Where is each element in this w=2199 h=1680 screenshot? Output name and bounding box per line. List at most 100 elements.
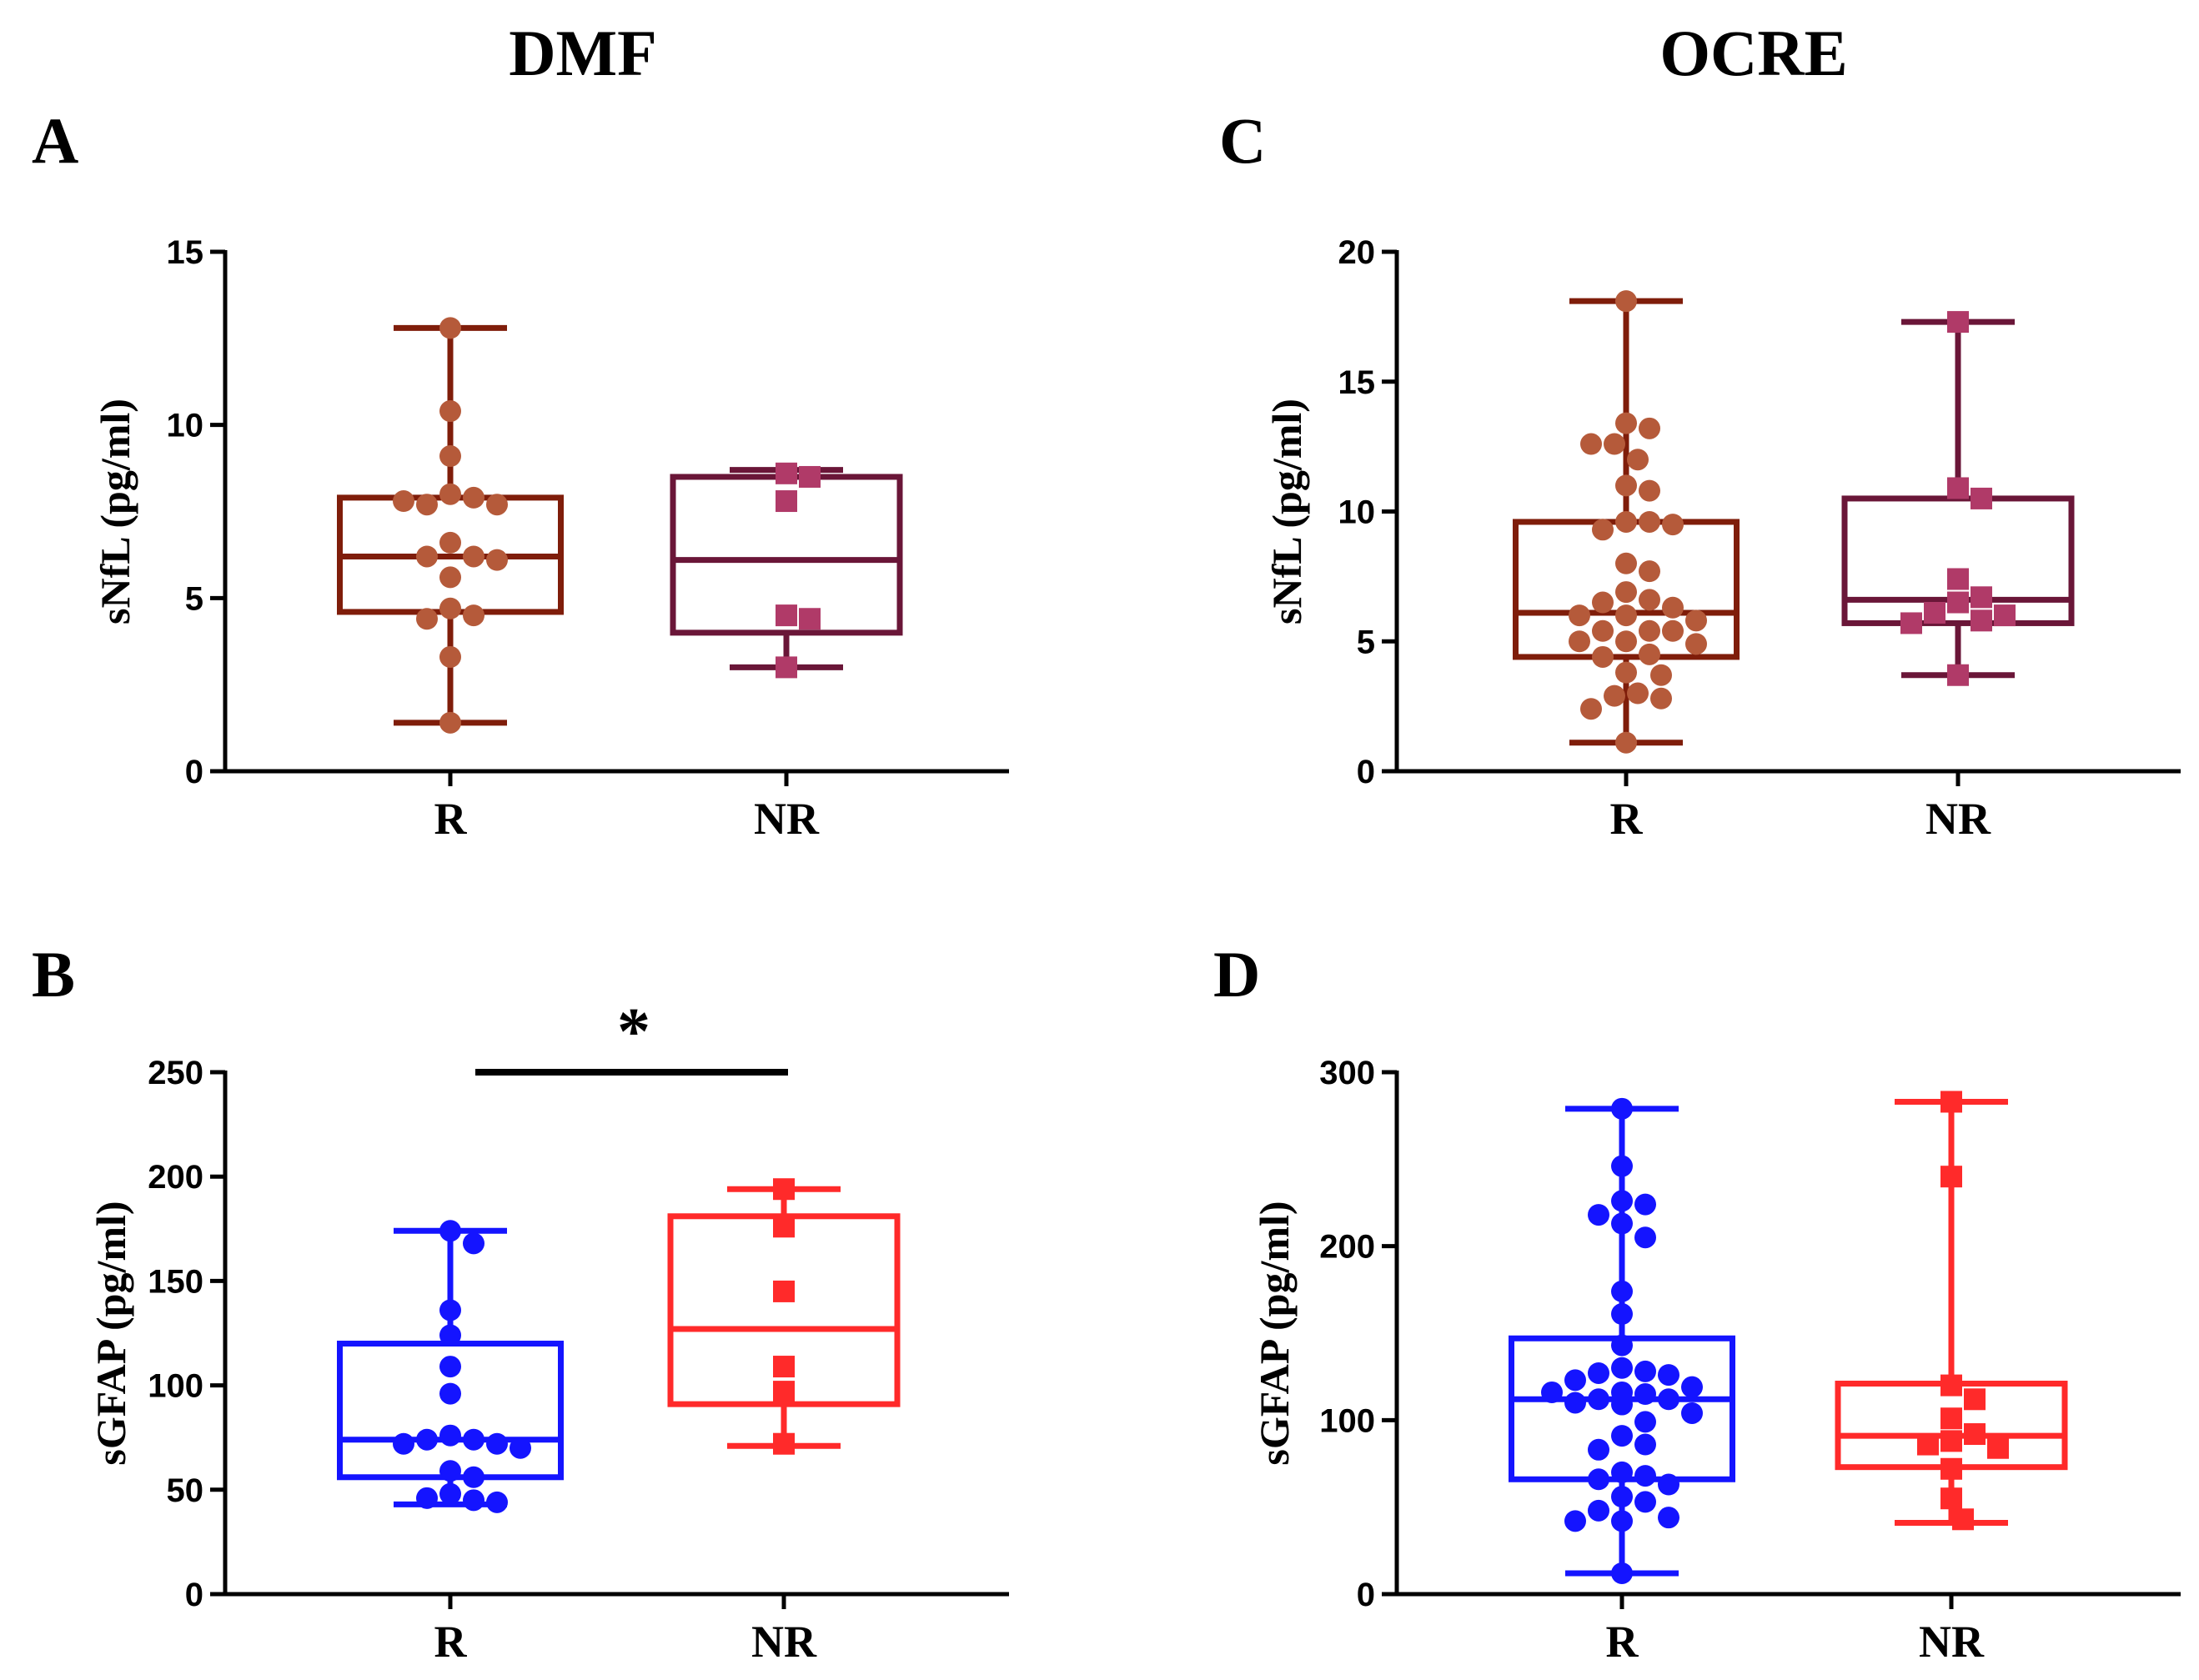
data-point [776, 656, 797, 679]
data-point [1541, 1381, 1563, 1403]
data-point [439, 597, 461, 619]
data-point [1611, 1393, 1633, 1416]
data-point [773, 1178, 795, 1201]
data-point [1917, 1433, 1939, 1456]
data-point [439, 483, 461, 505]
y-tick-label: 150 [148, 1263, 203, 1300]
panel-a: A 0 5 10 15 R NR sNfL (pg/ml) [32, 104, 1009, 844]
y-tick-label: 5 [185, 580, 203, 617]
data-point [1634, 1411, 1656, 1433]
panel-b: B 0 50 100 150 200 250 R NR sGFAP (pg/ml) * [32, 938, 1009, 1667]
data-point [773, 1280, 795, 1302]
data-point [1658, 1473, 1679, 1496]
data-point [393, 1432, 414, 1455]
data-point [1588, 1388, 1609, 1411]
y-tick-label: 200 [148, 1159, 203, 1196]
data-point [773, 1356, 795, 1378]
x-category-label: R [1606, 1617, 1639, 1667]
data-point [1627, 682, 1649, 705]
y-tick-label: 0 [185, 1577, 203, 1613]
y-tick-label: 100 [1319, 1402, 1375, 1439]
data-point [1662, 514, 1684, 536]
y-tick-label: 0 [185, 754, 203, 790]
group-r [337, 317, 564, 734]
data-point [439, 711, 461, 734]
y-tick-label: 0 [1357, 1577, 1375, 1613]
data-point [1940, 1374, 1962, 1397]
data-point [1592, 591, 1614, 614]
data-point [1940, 1407, 1962, 1430]
data-point [1947, 568, 1969, 590]
y-axis-title: sGFAP (pg/ml) [88, 1201, 134, 1465]
data-point [1611, 1357, 1633, 1379]
data-point [1971, 487, 1992, 509]
data-point [439, 531, 461, 554]
data-point [463, 1489, 484, 1512]
data-point [799, 465, 821, 488]
data-point [1569, 630, 1590, 653]
data-point [1615, 474, 1637, 497]
data-point [416, 545, 438, 568]
data-point [1615, 604, 1637, 627]
y-tick-label: 5 [1357, 624, 1375, 660]
data-point [1580, 433, 1602, 455]
data-point [463, 604, 484, 627]
group-nr [1841, 311, 2075, 686]
data-point [439, 1382, 461, 1405]
data-point [1592, 619, 1614, 642]
data-point [1634, 1491, 1656, 1513]
data-point [439, 1460, 461, 1482]
data-point [1627, 449, 1649, 471]
y-tick-label: 50 [167, 1472, 204, 1509]
x-category-label: NR [754, 794, 820, 844]
y-tick-label: 20 [1338, 234, 1376, 271]
data-point [486, 1491, 508, 1513]
data-point [1611, 1510, 1633, 1532]
data-point [1952, 1508, 1974, 1531]
data-point [416, 494, 438, 516]
data-point [439, 1299, 461, 1321]
data-point [463, 545, 484, 568]
y-tick-label: 15 [1338, 364, 1376, 401]
data-point [1615, 581, 1637, 604]
data-point [1611, 1461, 1633, 1483]
data-point [486, 1432, 508, 1455]
data-point [1947, 311, 1969, 333]
data-point [439, 317, 461, 339]
data-point [1611, 1097, 1633, 1120]
data-point [1639, 479, 1660, 502]
data-point [1685, 633, 1707, 655]
panel-c: C 0 5 10 15 20 R NR sNfL (pg/ml) [1219, 104, 2181, 844]
data-point [1639, 619, 1660, 642]
data-point [773, 1216, 795, 1238]
data-point [1940, 1457, 1962, 1480]
y-tick-label: 250 [148, 1055, 203, 1091]
data-point [1994, 604, 2016, 627]
x-category-label: R [434, 1617, 468, 1667]
data-point [1634, 1433, 1656, 1456]
data-point [1650, 687, 1672, 710]
panel-letter: B [32, 938, 75, 1011]
panel-letter: C [1219, 104, 1266, 177]
data-point [439, 1324, 461, 1347]
data-point [439, 1482, 461, 1505]
data-point [1564, 1369, 1586, 1392]
data-point [510, 1437, 531, 1459]
data-point [1900, 612, 1922, 634]
y-axis-title: sGFAP (pg/ml) [1251, 1201, 1298, 1465]
y-tick-label: 15 [167, 234, 204, 271]
data-point [463, 486, 484, 509]
data-point [1681, 1376, 1703, 1398]
data-point [1940, 1166, 1962, 1188]
data-point [1611, 1562, 1633, 1584]
data-point [1615, 412, 1637, 434]
data-point [1611, 1486, 1633, 1508]
data-point [439, 400, 461, 423]
data-point [1611, 1190, 1633, 1212]
y-tick-label: 10 [167, 408, 204, 444]
data-point [1588, 1499, 1609, 1522]
data-point [776, 490, 797, 513]
data-point [1588, 1438, 1609, 1461]
data-point [439, 645, 461, 668]
